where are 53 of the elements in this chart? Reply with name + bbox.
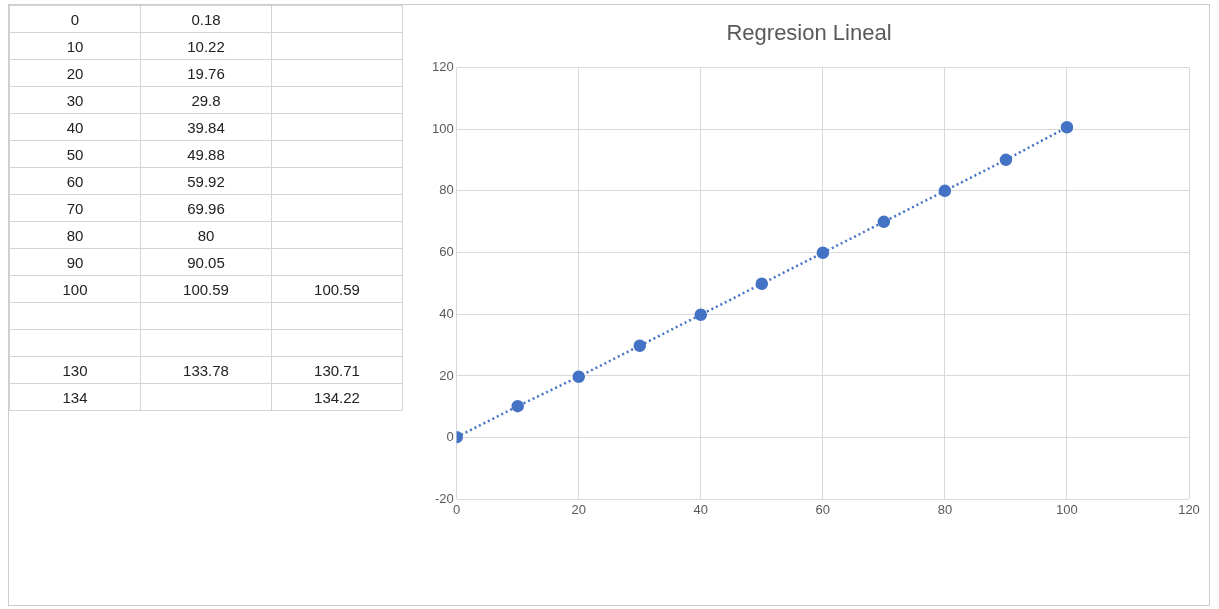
text: 69.96 (187, 199, 225, 217)
text: 0 (70, 10, 80, 28)
point (1060, 121, 1074, 134)
text: 100 (62, 280, 88, 298)
text: 59.92 (187, 172, 225, 190)
point (877, 215, 891, 229)
text: 19.76 (187, 64, 225, 82)
x-tick-label: 80 (937, 501, 953, 517)
y-tick-label: 40 (439, 305, 454, 321)
point (694, 308, 708, 321)
text: 29.8 (191, 91, 221, 109)
chart-title: Regresion Lineal (726, 20, 892, 46)
text: 0.18 (191, 10, 221, 28)
text: 90.05 (187, 253, 225, 271)
y-tick-label: 80 (439, 182, 454, 198)
text: 133.78 (183, 361, 229, 379)
point (511, 399, 524, 413)
y-tick-label: 60 (439, 244, 454, 260)
text: 70 (66, 199, 84, 217)
text: 130 (62, 361, 88, 379)
x-tick-label: 120 (1178, 501, 1200, 517)
y-tick-label: 120 (431, 58, 454, 74)
y-tick-label: 0 (446, 429, 454, 445)
text: 80 (66, 226, 84, 244)
text: 100.59 (314, 280, 360, 298)
text: 40 (66, 118, 84, 136)
x-tick-label: 40 (693, 501, 709, 517)
text: 39.84 (187, 118, 225, 136)
text: 30 (66, 91, 84, 109)
point (755, 277, 769, 291)
text: 130.71 (314, 361, 360, 379)
x-tick-label: 100 (1056, 501, 1078, 517)
text: 50 (66, 145, 84, 163)
text: 20 (66, 64, 84, 82)
y-tick-label: 20 (439, 367, 454, 383)
point (999, 153, 1013, 167)
text: 10.22 (187, 37, 225, 55)
text: 134 (62, 388, 88, 406)
y-tick-label: -20 (434, 490, 454, 506)
y-tick-label: 100 (431, 120, 454, 136)
x-tick-label: 60 (815, 501, 831, 517)
text: 134.22 (314, 388, 360, 406)
text: 100.59 (183, 280, 229, 298)
text: 80 (197, 226, 215, 244)
text: 49.88 (187, 145, 225, 163)
x-tick-label: 20 (571, 501, 586, 517)
text: 60 (66, 172, 84, 190)
point (633, 339, 647, 352)
point (572, 370, 585, 383)
text: 10 (66, 37, 84, 55)
point (816, 246, 830, 260)
text: 90 (66, 253, 84, 271)
point (938, 184, 952, 198)
